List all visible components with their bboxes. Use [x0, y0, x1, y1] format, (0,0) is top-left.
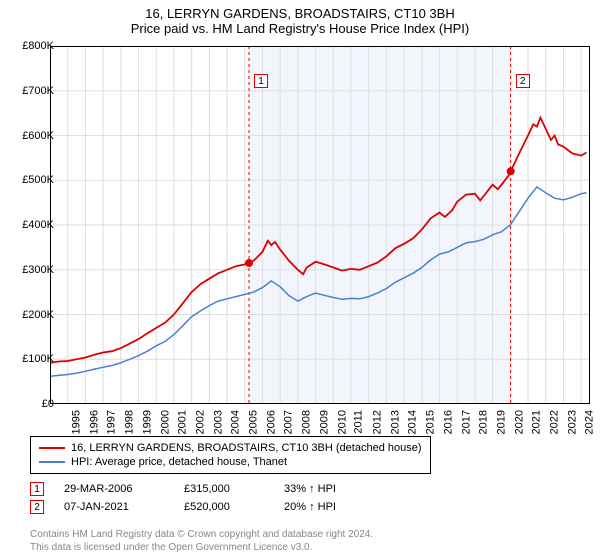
x-tick-label: 2018 [478, 410, 490, 434]
sales-table: 1 29-MAR-2006 £315,000 33% ↑ HPI 2 07-JA… [30, 480, 364, 516]
legend: 16, LERRYN GARDENS, BROADSTAIRS, CT10 3B… [30, 436, 431, 474]
sale-index-box: 1 [30, 482, 44, 496]
y-tick-label: £0 [42, 398, 54, 410]
legend-label: HPI: Average price, detached house, Than… [71, 456, 287, 468]
x-tick-label: 1996 [88, 410, 100, 434]
legend-swatch [39, 447, 65, 449]
x-tick-label: 2016 [442, 410, 454, 434]
y-tick-label: £800K [22, 40, 54, 52]
legend-label: 16, LERRYN GARDENS, BROADSTAIRS, CT10 3B… [71, 442, 422, 454]
y-tick-label: £700K [22, 85, 54, 97]
page-title: 16, LERRYN GARDENS, BROADSTAIRS, CT10 3B… [0, 0, 600, 21]
x-tick-label: 2008 [301, 410, 313, 434]
y-tick-label: £400K [22, 219, 54, 231]
chart-container: 16, LERRYN GARDENS, BROADSTAIRS, CT10 3B… [0, 0, 600, 560]
x-tick-label: 2013 [389, 410, 401, 434]
chart-area [50, 46, 590, 404]
legend-swatch [39, 461, 65, 463]
x-tick-label: 2000 [159, 410, 171, 434]
sale-price: £315,000 [184, 483, 264, 495]
line-chart-svg [50, 46, 590, 404]
sale-hpi-delta: 20% ↑ HPI [284, 501, 364, 513]
x-tick-label: 1998 [124, 410, 136, 434]
sale-index-box: 2 [30, 500, 44, 514]
y-tick-label: £600K [22, 130, 54, 142]
x-tick-label: 2011 [353, 410, 365, 434]
footer-line: This data is licensed under the Open Gov… [30, 541, 373, 554]
x-tick-label: 1999 [141, 410, 153, 434]
page-subtitle: Price paid vs. HM Land Registry's House … [0, 21, 600, 40]
x-tick-label: 2021 [531, 410, 543, 434]
x-tick-label: 2002 [194, 410, 206, 434]
x-tick-label: 1997 [106, 410, 118, 434]
x-tick-label: 2024 [584, 410, 596, 434]
x-tick-label: 2022 [549, 410, 561, 434]
sale-date: 07-JAN-2021 [64, 501, 164, 513]
x-tick-label: 2014 [407, 410, 419, 434]
x-tick-label: 2023 [566, 410, 578, 434]
x-tick-label: 2006 [265, 410, 277, 434]
x-tick-label: 2009 [318, 410, 330, 434]
sale-date: 29-MAR-2006 [64, 483, 164, 495]
sales-row: 1 29-MAR-2006 £315,000 33% ↑ HPI [30, 480, 364, 498]
x-tick-label: 2015 [425, 410, 437, 434]
sale-marker-label: 2 [516, 74, 530, 88]
x-tick-label: 2017 [460, 410, 472, 434]
x-tick-label: 2001 [177, 410, 189, 434]
y-tick-label: £100K [22, 353, 54, 365]
x-tick-label: 1995 [70, 410, 82, 434]
x-tick-label: 2007 [283, 410, 295, 434]
legend-row: HPI: Average price, detached house, Than… [39, 455, 422, 469]
x-tick-label: 2005 [248, 410, 260, 434]
footer-line: Contains HM Land Registry data © Crown c… [30, 528, 373, 541]
x-tick-label: 2012 [371, 410, 383, 434]
legend-row: 16, LERRYN GARDENS, BROADSTAIRS, CT10 3B… [39, 441, 422, 455]
sale-hpi-delta: 33% ↑ HPI [284, 483, 364, 495]
x-tick-label: 2003 [212, 410, 224, 434]
y-tick-label: £500K [22, 174, 54, 186]
sale-marker-label: 1 [254, 74, 268, 88]
x-tick-label: 2004 [230, 410, 242, 434]
sales-row: 2 07-JAN-2021 £520,000 20% ↑ HPI [30, 498, 364, 516]
footer-attribution: Contains HM Land Registry data © Crown c… [30, 528, 373, 554]
x-tick-label: 2019 [495, 410, 507, 434]
y-tick-label: £300K [22, 264, 54, 276]
y-tick-label: £200K [22, 309, 54, 321]
sale-price: £520,000 [184, 501, 264, 513]
x-tick-label: 2020 [513, 410, 525, 434]
x-tick-label: 2010 [336, 410, 348, 434]
